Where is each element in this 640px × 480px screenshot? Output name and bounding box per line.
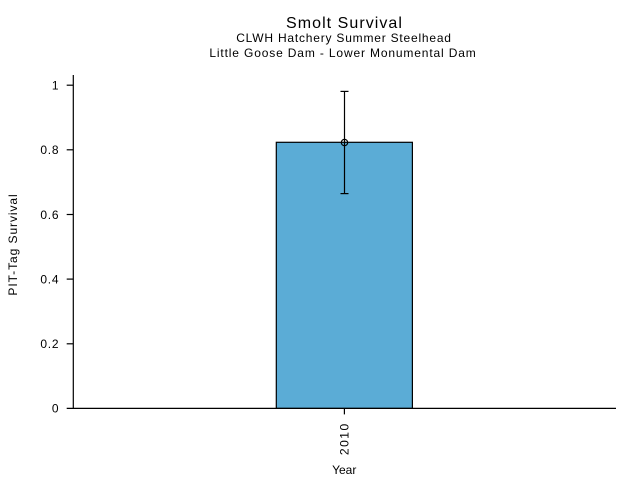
svg-text:Year: Year [332, 463, 356, 477]
svg-text:2010: 2010 [338, 422, 352, 455]
svg-text:Little Goose Dam - Lower Monum: Little Goose Dam - Lower Monumental Dam [209, 46, 476, 60]
svg-text:Smolt Survival: Smolt Survival [286, 15, 403, 32]
svg-text:PIT-Tag Survival: PIT-Tag Survival [6, 193, 20, 295]
svg-text:1: 1 [52, 79, 59, 93]
svg-text:0.6: 0.6 [40, 208, 59, 222]
svg-text:0.2: 0.2 [40, 337, 59, 351]
svg-text:0.4: 0.4 [40, 272, 59, 286]
svg-text:0: 0 [52, 402, 59, 416]
svg-text:0.8: 0.8 [40, 143, 59, 157]
svg-text:CLWH Hatchery Summer Steelhead: CLWH Hatchery Summer Steelhead [236, 31, 452, 45]
